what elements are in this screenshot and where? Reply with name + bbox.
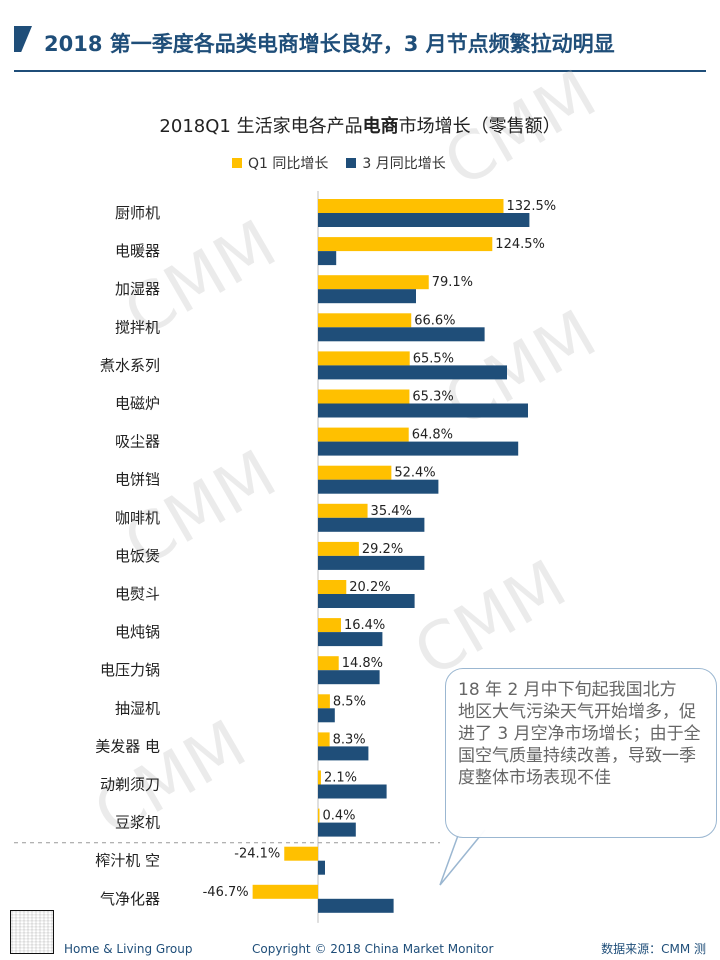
bar-q1 [318, 580, 347, 594]
bar-march [318, 746, 369, 761]
bar-q1 [318, 694, 330, 709]
data-label-q1: 132.5% [507, 199, 557, 214]
data-label-q1: 65.3% [412, 390, 453, 405]
category-label: 加湿器 [115, 280, 160, 298]
footer-source: 数据来源：CMM 测 [601, 942, 706, 956]
bar-march [318, 555, 425, 570]
bar-q1 [252, 884, 318, 899]
data-label-q1: 64.8% [412, 428, 453, 443]
bar-march [318, 860, 325, 875]
data-label-q1: 65.5% [413, 351, 454, 366]
data-label-q1: 14.8% [342, 656, 383, 671]
bar-q1 [318, 541, 359, 556]
legend-swatch-march [346, 158, 357, 168]
bar-march [318, 517, 425, 532]
chart-title-prefix: 2018Q1 生活家电各产品 [159, 116, 363, 137]
category-label: 抽湿机 [115, 699, 160, 717]
data-label-q1: 66.6% [414, 313, 455, 328]
bar-march [318, 251, 337, 266]
bar-q1 [284, 846, 318, 861]
category-label: 电饭煲 [115, 547, 160, 565]
data-label-q1: -46.7% [203, 885, 249, 900]
bar-q1 [318, 503, 368, 518]
bar-q1 [318, 808, 320, 823]
data-label-q1: 8.3% [333, 732, 366, 747]
chart-title-suffix: 市场增长（零售额） [398, 116, 561, 137]
bar-march [318, 213, 530, 227]
bar-q1 [318, 351, 410, 366]
data-label-q1: 52.4% [394, 466, 435, 481]
bar-march [318, 822, 356, 837]
bar-march [318, 898, 394, 913]
bar-march [318, 441, 519, 456]
page-title: 2018 第一季度各品类电商增长良好，3 月节点频繁拉动明显 [44, 32, 615, 56]
data-label-q1: 8.5% [333, 694, 366, 709]
bar-march [318, 708, 335, 723]
category-label: 榨汁机 空 [95, 852, 160, 870]
annotation-callout: 18 年 2 月中下旬起我国北方 地区大气污染天气开始增多，促进了 3 月空净市… [445, 668, 717, 838]
category-label: 动剃须刀 [100, 776, 160, 794]
bar-q1 [318, 389, 410, 404]
qr-code-icon [10, 910, 54, 954]
category-label: 电炖锅 [115, 623, 160, 641]
bar-q1 [318, 465, 392, 480]
bar-q1 [318, 732, 330, 747]
bar-march [318, 327, 485, 342]
legend-item-march: 3 月同比增长 [346, 153, 446, 173]
category-label: 电磁炉 [115, 395, 160, 413]
category-label: 煮水系列 [100, 356, 160, 374]
bar-march [318, 784, 387, 799]
bar-q1 [318, 275, 429, 290]
category-label: 咖啡机 [115, 509, 160, 527]
category-label: 厨师机 [115, 204, 160, 222]
bar-march [318, 479, 439, 494]
bar-q1 [318, 237, 493, 252]
bar-march [318, 594, 415, 608]
category-label: 电熨斗 [115, 585, 160, 603]
bar-march [318, 365, 507, 380]
data-label-q1: 2.1% [324, 771, 357, 786]
category-label: 电暖器 [115, 242, 160, 260]
category-label: 气净化器 [100, 890, 160, 908]
category-label: 电压力锅 [100, 661, 160, 679]
bar-q1 [318, 656, 339, 671]
data-label-q1: -24.1% [234, 847, 280, 862]
bar-q1 [318, 313, 412, 328]
header-divider [14, 70, 706, 72]
category-label: 电饼铛 [115, 471, 160, 489]
category-label: 豆浆机 [115, 814, 160, 832]
bar-q1 [318, 770, 321, 785]
category-label: 搅拌机 [115, 318, 160, 336]
chart-legend: Q1 同比增长 3 月同比增长 [232, 153, 446, 173]
bar-q1 [318, 199, 504, 213]
legend-item-q1: Q1 同比增长 [232, 153, 328, 173]
data-label-q1: 124.5% [495, 237, 545, 252]
data-label-q1: 35.4% [371, 504, 412, 519]
category-label: 美发器 电 [95, 737, 160, 755]
chart-title: 2018Q1 生活家电各产品电商市场增长（零售额） [0, 112, 720, 138]
bar-march [318, 289, 416, 304]
bar-march [318, 632, 383, 647]
data-label-q1: 20.2% [349, 580, 390, 595]
bar-march [318, 403, 528, 418]
footer-group-name: Home & Living Group [64, 942, 193, 956]
legend-label-q1: Q1 同比增长 [248, 156, 329, 172]
footer-copyright: Copyright © 2018 China Market Monitor [252, 942, 494, 956]
data-label-q1: 16.4% [344, 618, 385, 633]
chart-title-bold: 电商 [362, 116, 399, 137]
bar-march [318, 670, 380, 685]
category-label: 吸尘器 [115, 433, 160, 451]
data-label-q1: 79.1% [432, 275, 473, 290]
callout-pointer [439, 829, 486, 886]
legend-swatch-q1 [232, 158, 242, 168]
bar-q1 [318, 427, 409, 442]
data-label-q1: 0.4% [323, 809, 356, 824]
legend-label-march: 3 月同比增长 [362, 156, 446, 172]
data-label-q1: 29.2% [362, 542, 403, 557]
bar-q1 [318, 618, 341, 633]
